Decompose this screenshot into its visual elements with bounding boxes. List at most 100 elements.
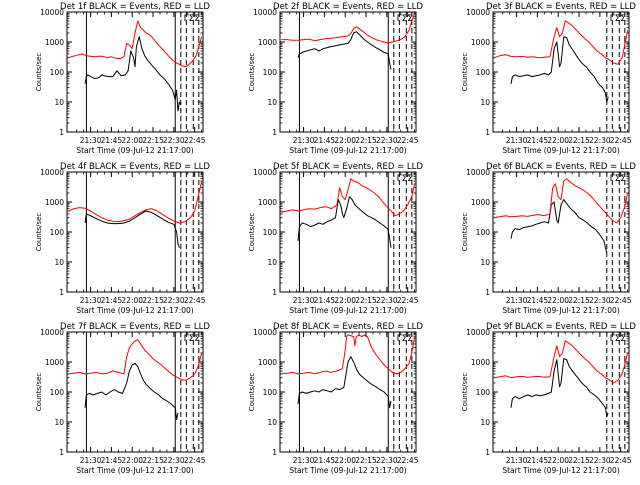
x-tick-label: 22:00	[121, 456, 143, 465]
y-tick-label: 100	[50, 228, 65, 237]
y-tick-label: 1	[485, 288, 490, 297]
x-tick-label: 22:15	[568, 136, 590, 145]
plot-annotation: ΓΣΣ	[184, 14, 201, 24]
y-tick-label: 1	[485, 128, 490, 137]
detector-plot-1: Det 1f BLACK = Events, RED = LLD 1 10 100 10…	[35, 2, 210, 155]
plot-title: Det 7f BLACK = Events, RED = LLD	[60, 322, 210, 332]
x-tick-label: 22:15	[142, 136, 164, 145]
series-line-lld	[494, 20, 629, 65]
x-tick-label: 22:45	[610, 136, 632, 145]
y-tick-label: 1000	[258, 38, 277, 47]
x-tick-label: 21:45	[527, 296, 549, 305]
x-tick-label: 21:45	[527, 136, 549, 145]
y-tick-label: 10000	[253, 328, 277, 337]
series-line-events	[510, 199, 608, 254]
x-axis-label: Start Time (09-Jul-12 21:17:00)	[76, 146, 193, 155]
plot-frame	[492, 171, 630, 293]
detector-plot-7: Det 7f BLACK = Events, RED = LLD 1 10 100 10…	[35, 322, 210, 475]
detector-plot-4: Det 4f BLACK = Events, RED = LLD 1 10 100 10…	[35, 162, 210, 315]
series-line-lld	[68, 180, 203, 224]
y-tick-label: 10	[267, 98, 277, 107]
x-tick-label: 21:30	[80, 296, 102, 305]
plot-title: Det 9f BLACK = Events, RED = LLD	[486, 322, 636, 332]
x-axis-label: Start Time (09-Jul-12 21:17:00)	[502, 306, 619, 315]
series-line-lld	[494, 178, 629, 224]
x-tick-label: 21:45	[314, 136, 336, 145]
x-tick-label: 22:15	[142, 456, 164, 465]
x-axis-label: Start Time (09-Jul-12 21:17:00)	[76, 466, 193, 475]
y-axis-label: Counts/sec	[248, 373, 256, 412]
detector-plot-2: Det 2f BLACK = Events, RED = LLD 1 10 100 10…	[248, 2, 423, 155]
x-tick-label: 22:00	[334, 136, 356, 145]
series-line-events	[84, 210, 180, 248]
plot-frame	[66, 331, 204, 453]
y-tick-label: 1	[272, 288, 277, 297]
series-line-events	[510, 358, 609, 418]
series-line-events	[510, 36, 609, 103]
x-tick-label: 21:30	[80, 136, 102, 145]
series-line-lld	[494, 340, 629, 384]
x-tick-label: 21:30	[293, 136, 315, 145]
y-tick-label: 1000	[258, 358, 277, 367]
x-tick-label: 22:45	[397, 456, 419, 465]
plot-frame	[279, 331, 417, 453]
y-tick-label: 10000	[40, 8, 64, 17]
x-tick-label: 22:30	[376, 456, 398, 465]
x-tick-label: 22:30	[589, 456, 611, 465]
y-tick-label: 1000	[45, 38, 64, 47]
series-line-lld	[281, 334, 416, 375]
x-axis-label: Start Time (09-Jul-12 21:17:00)	[289, 306, 406, 315]
y-axis-label: Counts/sec	[461, 213, 469, 252]
x-axis-label: Start Time (09-Jul-12 21:17:00)	[76, 306, 193, 315]
y-axis-label: Counts/sec	[35, 213, 43, 252]
plot-annotation: ΓΣΣ	[397, 334, 414, 344]
x-tick-label: 22:15	[355, 456, 377, 465]
y-tick-label: 1000	[471, 198, 490, 207]
plot-frame	[492, 11, 630, 133]
x-tick-label: 22:00	[547, 456, 569, 465]
y-tick-label: 10000	[466, 168, 490, 177]
x-axis-label: Start Time (09-Jul-12 21:17:00)	[289, 146, 406, 155]
detector-plot-8: Det 8f BLACK = Events, RED = LLD 1 10 100 10…	[248, 322, 423, 475]
series-line-events	[297, 31, 392, 70]
detector-plot-5: Det 5f BLACK = Events, RED = LLD 1 10 100 10…	[248, 162, 423, 315]
y-tick-label: 10000	[40, 168, 64, 177]
x-tick-label: 22:15	[355, 296, 377, 305]
plot-frame	[492, 331, 630, 453]
y-tick-label: 10	[267, 418, 277, 427]
x-tick-label: 21:45	[101, 296, 123, 305]
plot-annotation: ΓΣΣ	[397, 174, 414, 184]
y-tick-label: 10	[480, 418, 490, 427]
y-axis-label: Counts/sec	[461, 53, 469, 92]
plot-title: Det 8f BLACK = Events, RED = LLD	[273, 322, 423, 332]
y-tick-label: 10000	[466, 8, 490, 17]
x-tick-label: 22:30	[589, 296, 611, 305]
plot-annotation: ΓΣΣ	[610, 14, 627, 24]
x-tick-label: 22:30	[376, 296, 398, 305]
x-tick-label: 21:30	[293, 296, 315, 305]
y-tick-label: 10000	[253, 168, 277, 177]
y-tick-label: 100	[263, 228, 278, 237]
y-tick-label: 1000	[45, 358, 64, 367]
x-tick-label: 22:30	[163, 456, 185, 465]
x-axis-label: Start Time (09-Jul-12 21:17:00)	[289, 466, 406, 475]
y-tick-label: 100	[476, 388, 491, 397]
y-tick-label: 1	[272, 128, 277, 137]
x-tick-label: 22:15	[568, 296, 590, 305]
y-tick-label: 10	[54, 418, 64, 427]
series-line-lld	[281, 178, 416, 217]
x-tick-label: 22:45	[610, 296, 632, 305]
y-tick-label: 100	[263, 388, 278, 397]
y-tick-label: 1	[59, 128, 64, 137]
x-tick-label: 22:00	[547, 136, 569, 145]
y-tick-label: 10	[480, 258, 490, 267]
plot-annotation: ΓΣΣ	[184, 334, 201, 344]
detector-plot-6: Det 6f BLACK = Events, RED = LLD 1 10 100 10…	[461, 162, 636, 315]
x-axis-label: Start Time (09-Jul-12 21:17:00)	[502, 146, 619, 155]
y-tick-label: 100	[50, 388, 65, 397]
series-line-events	[84, 36, 182, 112]
x-tick-label: 22:15	[355, 136, 377, 145]
x-tick-label: 22:45	[184, 296, 206, 305]
y-axis-label: Counts/sec	[35, 53, 43, 92]
